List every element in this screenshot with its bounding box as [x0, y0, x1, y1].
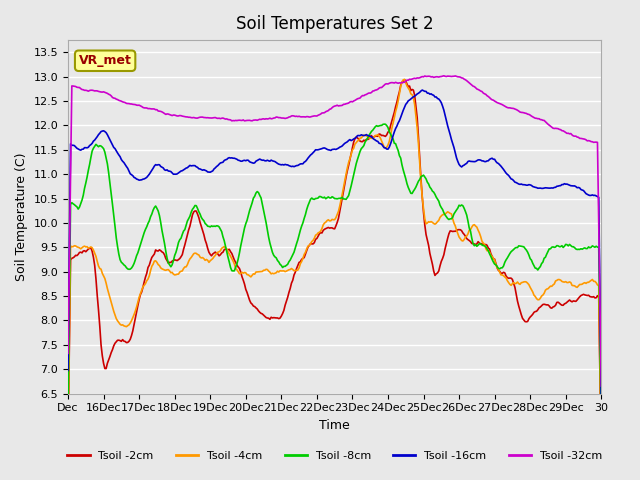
Y-axis label: Soil Temperature (C): Soil Temperature (C) [15, 153, 28, 281]
Text: VR_met: VR_met [79, 54, 132, 67]
Title: Soil Temperatures Set 2: Soil Temperatures Set 2 [236, 15, 433, 33]
Legend: Tsoil -2cm, Tsoil -4cm, Tsoil -8cm, Tsoil -16cm, Tsoil -32cm: Tsoil -2cm, Tsoil -4cm, Tsoil -8cm, Tsoi… [63, 447, 606, 466]
X-axis label: Time: Time [319, 419, 350, 432]
